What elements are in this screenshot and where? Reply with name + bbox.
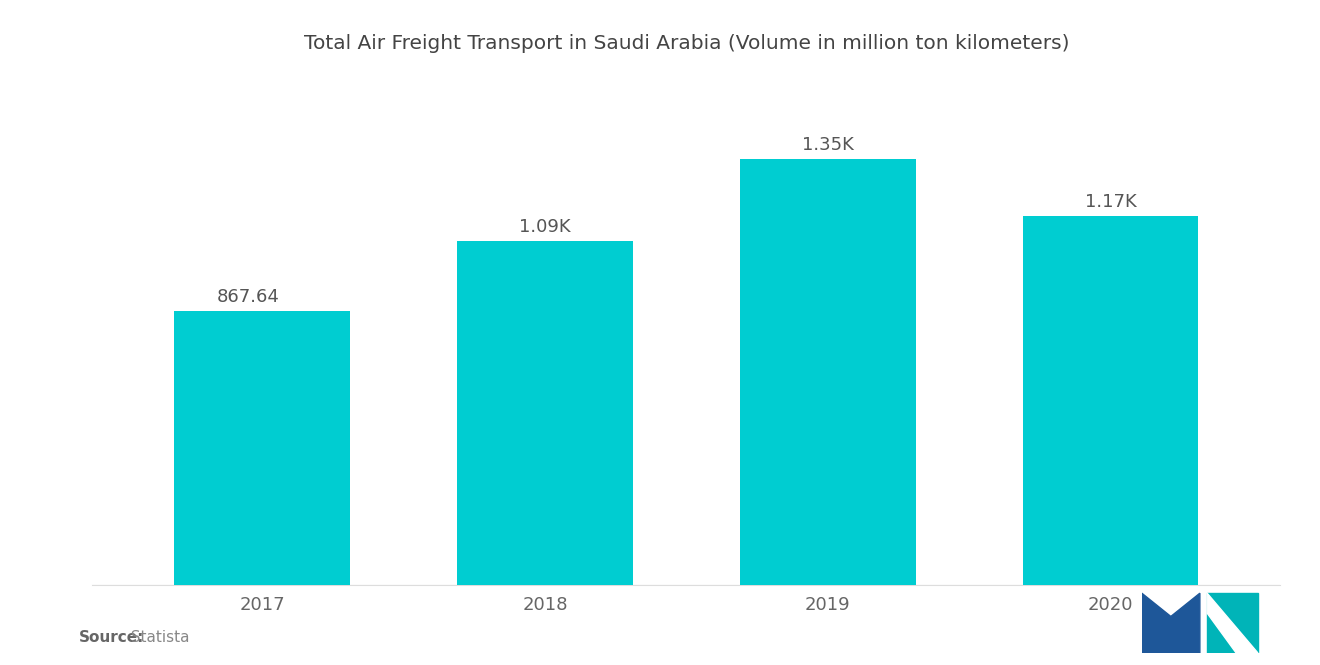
Text: Source:: Source: — [79, 630, 145, 645]
Text: 1.09K: 1.09K — [519, 218, 570, 236]
Text: 1.17K: 1.17K — [1085, 193, 1137, 211]
Text: 867.64: 867.64 — [216, 289, 280, 307]
Text: 1.35K: 1.35K — [801, 136, 854, 154]
Text: Statista: Statista — [121, 630, 190, 645]
Polygon shape — [1206, 593, 1258, 653]
Polygon shape — [1206, 593, 1258, 653]
Bar — [457, 241, 632, 585]
Bar — [174, 311, 350, 585]
Bar — [741, 159, 916, 585]
Title: Total Air Freight Transport in Saudi Arabia (Volume in million ton kilometers): Total Air Freight Transport in Saudi Ara… — [304, 34, 1069, 53]
Bar — [1023, 215, 1199, 585]
Polygon shape — [1142, 593, 1200, 653]
